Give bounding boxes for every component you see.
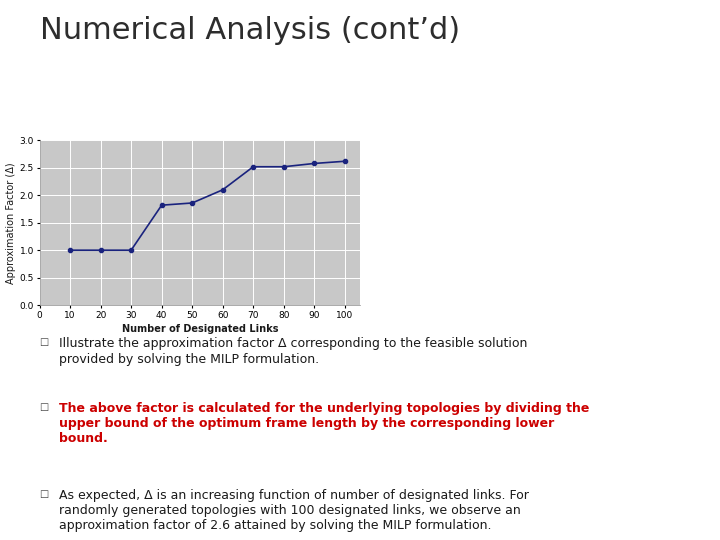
Text: Illustrate the approximation factor Δ corresponding to the feasible solution
pro: Illustrate the approximation factor Δ co… bbox=[59, 338, 528, 366]
Text: □: □ bbox=[40, 489, 49, 499]
Y-axis label: Approximation Factor (Δ): Approximation Factor (Δ) bbox=[6, 162, 16, 284]
Text: The above factor is calculated for the underlying topologies by dividing the
upp: The above factor is calculated for the u… bbox=[59, 402, 590, 446]
Text: □: □ bbox=[40, 338, 49, 348]
Text: □: □ bbox=[40, 402, 49, 413]
Text: As expected, Δ is an increasing function of number of designated links. For
rand: As expected, Δ is an increasing function… bbox=[59, 489, 529, 532]
Text: Numerical Analysis (cont’d): Numerical Analysis (cont’d) bbox=[40, 16, 460, 45]
Text: 28: 28 bbox=[7, 119, 20, 128]
X-axis label: Number of Designated Links: Number of Designated Links bbox=[122, 324, 278, 334]
